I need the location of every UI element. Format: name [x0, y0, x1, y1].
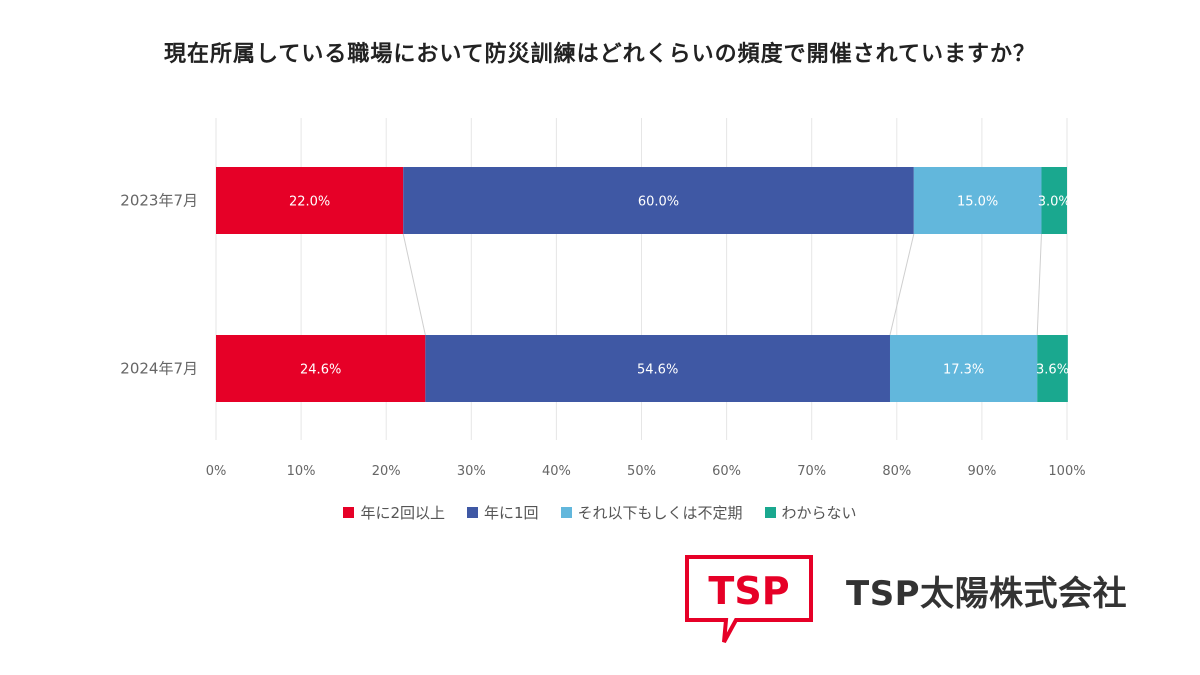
data-label: 22.0%: [289, 195, 330, 210]
data-label: 24.6%: [300, 363, 341, 378]
category-label: 2023年7月: [120, 192, 198, 210]
bar-segment: [216, 167, 404, 234]
connector-lines: [402, 233, 1042, 336]
category-labels: 2023年7月 2024年7月: [120, 192, 198, 378]
x-tick-label: 60%: [712, 464, 741, 479]
x-tick-label: 10%: [287, 464, 316, 479]
category-label: 2024年7月: [120, 360, 198, 378]
series-connector-line: [1036, 233, 1042, 336]
legend-swatch: [466, 507, 478, 518]
x-tick-label: 50%: [627, 464, 656, 479]
company-name: TSP太陽株式会社: [846, 574, 1128, 614]
bar-segment: [425, 335, 890, 402]
data-label: 3.0%: [1038, 195, 1071, 210]
tsp-logo: TSP: [685, 555, 813, 643]
data-labels: 22.0% 60.0% 15.0% 3.0% 24.6% 54.6% 17.3% 3.6%: [289, 195, 1071, 378]
x-tick-label: 0%: [206, 464, 227, 479]
x-tick-label: 70%: [797, 464, 826, 479]
legend-item: わからない: [764, 502, 857, 523]
legend-swatch: [764, 507, 776, 518]
legend-item: 年に2回以上: [343, 502, 445, 523]
bar-segment: [216, 335, 426, 402]
legend-swatch: [560, 507, 572, 518]
legend-item: 年に1回: [466, 502, 539, 523]
x-tick-label: 20%: [372, 464, 401, 479]
x-tick-label: 80%: [882, 464, 911, 479]
legend-item: それ以下もしくは不定期: [560, 502, 743, 523]
legend-swatch: [343, 507, 355, 518]
legend-label: 年に2回以上: [360, 504, 445, 522]
legend-label: それ以下もしくは不定期: [577, 504, 743, 522]
stacked-bar-chart: 22.0% 60.0% 15.0% 3.0% 24.6% 54.6% 17.3% 3.6% 2…: [120, 118, 1086, 479]
bar-segment: [1041, 167, 1067, 234]
chart-title: 現在所属している職場において防災訓練はどれくらいの頻度で開催されていますか？: [163, 42, 1037, 67]
data-label: 54.6%: [637, 363, 678, 378]
data-label: 15.0%: [957, 195, 998, 210]
logo-text: TSP: [708, 569, 789, 613]
bar-segment: [1037, 335, 1068, 402]
x-axis-tick-labels: 0% 10% 20% 30% 40% 50% 60% 70% 80% 90% 100%: [206, 464, 1086, 479]
x-tick-label: 90%: [967, 464, 996, 479]
x-tick-label: 30%: [457, 464, 486, 479]
bars: [216, 167, 1068, 402]
series-connector-line: [889, 233, 915, 336]
data-label: 3.6%: [1036, 363, 1069, 378]
data-label: 60.0%: [638, 195, 679, 210]
x-tick-label: 100%: [1048, 464, 1085, 479]
bar-segment: [889, 335, 1038, 402]
bar-segment: [913, 167, 1042, 234]
series-connector-line: [402, 233, 426, 336]
data-label: 17.3%: [943, 363, 984, 378]
x-tick-label: 40%: [542, 464, 571, 479]
bar-segment: [403, 167, 914, 234]
legend: 年に2回以上 年に1回 それ以下もしくは不定期 わからない: [0, 502, 1200, 523]
legend-label: 年に1回: [483, 504, 539, 522]
legend-label: わからない: [781, 504, 857, 522]
